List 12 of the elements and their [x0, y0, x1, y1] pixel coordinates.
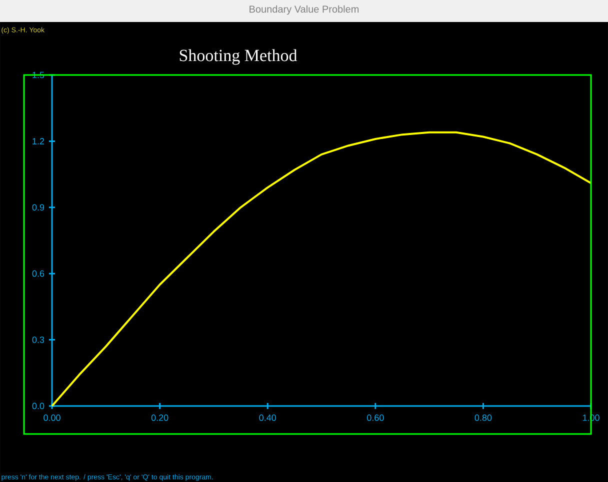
y-tick-label: 0.9	[32, 204, 44, 211]
y-tick-label: 1.2	[32, 138, 44, 144]
y-tick-label: 0.0	[32, 402, 44, 410]
text: Boundary Value Problem	[250, 5, 359, 15]
y-tick-label: 0.3	[32, 336, 44, 343]
chart-title: Shooting Method	[180, 49, 298, 65]
x-tick-label: 0.80	[474, 414, 492, 421]
y-tick-label: 0.6	[32, 270, 44, 277]
x-tick-label: 0.40	[259, 414, 276, 421]
x-tick-label: 0.20	[151, 414, 168, 421]
x-tick-label: 0.00	[44, 414, 60, 421]
x-tick-label: 0.60	[366, 414, 384, 421]
